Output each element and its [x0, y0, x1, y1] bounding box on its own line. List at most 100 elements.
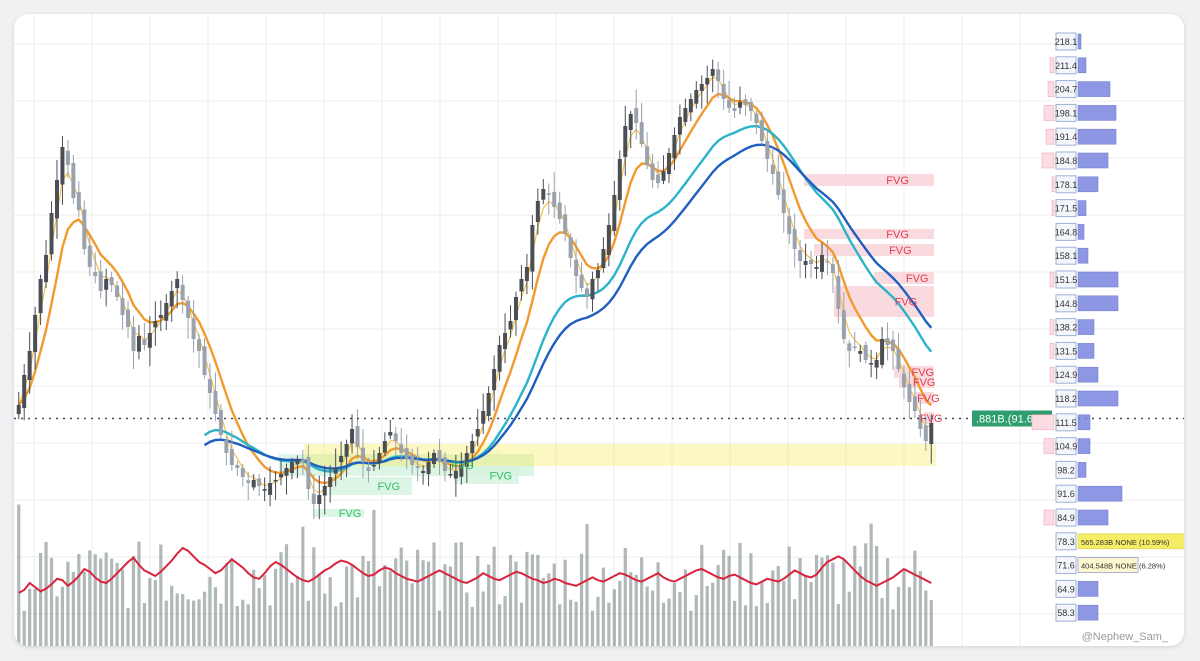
candle: [661, 171, 666, 181]
candle: [666, 153, 671, 175]
candle: [366, 467, 371, 471]
candle: [371, 465, 376, 467]
candle: [382, 441, 387, 453]
candle: [612, 195, 617, 231]
volume-bar: [618, 580, 622, 646]
profile-buy-bar: [1077, 224, 1085, 240]
candle: [421, 471, 426, 473]
volume-bar: [159, 544, 163, 646]
candle: [109, 277, 114, 285]
grid: [14, 14, 1184, 646]
volume-bar: [153, 580, 157, 646]
candle: [852, 346, 857, 349]
candle: [76, 192, 81, 210]
price-chart[interactable]: FVGFVGFVGFVGFVGFVGFVGFVGFVGFVGFVGFVGFVG …: [14, 14, 1184, 646]
candle: [541, 189, 546, 200]
profile-price-label: 144.8: [1055, 299, 1078, 309]
volume-bar: [700, 544, 704, 646]
volume-bar: [569, 599, 573, 646]
profile-price-box: [1055, 127, 1077, 146]
profile-buy-bar: [1077, 176, 1099, 193]
volume-bar: [295, 575, 300, 646]
volume-bar: [738, 542, 742, 646]
profile-price-label: 164.8: [1055, 227, 1078, 237]
fvg-zone: [924, 412, 934, 424]
volume-bar: [230, 558, 234, 646]
profile-price-label: 138.2: [1055, 323, 1078, 333]
candle: [535, 201, 540, 223]
candle: [803, 261, 808, 265]
profile-price-label: 104.9: [1055, 442, 1078, 452]
volume-bar: [366, 561, 371, 646]
volume-bar: [519, 602, 524, 646]
candle: [918, 414, 923, 429]
profile-price-label: 218.1: [1055, 37, 1078, 47]
candle: [262, 489, 267, 491]
profile-sell-bar: [1049, 343, 1055, 359]
volume-bar: [202, 591, 207, 646]
volume-bar: [547, 573, 551, 646]
candle: [606, 225, 611, 255]
candle: [513, 297, 518, 320]
volume-bar: [541, 578, 545, 646]
candle: [546, 193, 551, 195]
profile-buy-bar: [1077, 366, 1099, 383]
candle: [907, 383, 912, 402]
candle: [486, 393, 491, 416]
profile-sell-bar: [1049, 57, 1055, 74]
volume-bar: [640, 557, 644, 646]
candle: [497, 345, 502, 372]
volume-bar: [432, 542, 436, 646]
volume-bar: [907, 587, 912, 646]
candle: [579, 274, 584, 288]
volume-bar: [864, 543, 868, 646]
volume-bar: [104, 552, 108, 646]
candle: [453, 471, 458, 479]
candle: [213, 391, 218, 414]
candle: [246, 480, 251, 483]
candle: [885, 338, 890, 345]
candle: [71, 162, 76, 198]
profile-sell-bar: [1043, 509, 1055, 526]
volume-bar: [257, 588, 261, 646]
volume-bar: [497, 604, 502, 646]
volume-bar: [328, 577, 332, 646]
volume-bar: [99, 558, 103, 646]
profile-price-label: 171.5: [1055, 204, 1078, 214]
candle: [858, 351, 863, 354]
candle: [289, 462, 294, 474]
profile-buy-bar: [1077, 414, 1091, 431]
profile-price-box: [1055, 508, 1077, 527]
volume-bar: [508, 555, 513, 646]
volume-bar: [842, 559, 846, 646]
profile-buy-bar: [1077, 462, 1087, 478]
candle: [333, 468, 338, 474]
candle: [279, 474, 284, 478]
candle: [98, 271, 103, 291]
volume-bar: [902, 570, 906, 646]
volume-bar: [782, 580, 786, 646]
candle: [240, 468, 245, 477]
candle: [677, 117, 682, 135]
profile-buy-bar: [1077, 557, 1139, 573]
candle: [273, 480, 278, 482]
candle: [585, 288, 590, 297]
fvg-label: FVG: [895, 297, 918, 309]
candle: [765, 141, 770, 159]
volume-bar: [875, 545, 879, 646]
volume-bar: [683, 569, 687, 646]
volume-bar: [705, 586, 709, 646]
volume-bar: [492, 546, 496, 646]
profile-price-label: 78.3: [1057, 537, 1075, 547]
profile-price-label: 151.5: [1055, 275, 1078, 285]
candle: [809, 259, 814, 264]
candle: [27, 351, 32, 381]
fvg-label: FVG: [889, 245, 912, 257]
volume-bar: [689, 610, 693, 646]
profile-buy-bar: [1077, 485, 1123, 502]
volume-bar: [503, 596, 507, 646]
profile-buy-bar: [1077, 33, 1082, 50]
volume-bar: [924, 590, 928, 646]
candle: [688, 99, 693, 113]
profile-price-box: [1055, 460, 1077, 479]
